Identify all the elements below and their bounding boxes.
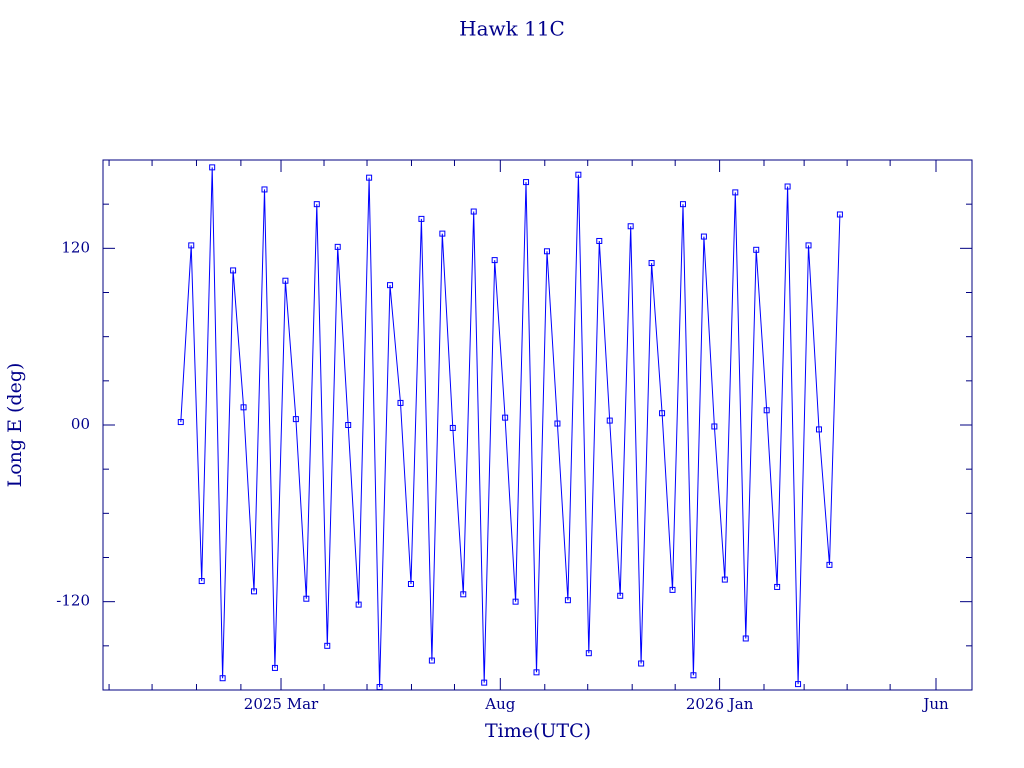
data-point [188,242,195,249]
data-point [439,230,446,237]
data-point [648,260,655,267]
y-tick-label: 120 [61,238,90,256]
data-point [209,164,216,171]
data-point [638,660,645,667]
data-point [303,595,310,602]
data-point [313,201,320,208]
data-point [596,237,603,244]
data-point [795,681,802,688]
data-point [679,201,686,208]
data-point [261,186,268,193]
data-point [815,426,822,433]
data-point [355,601,362,608]
data-point [251,588,258,595]
y-tick-label: -120 [56,592,90,610]
data-point [606,417,613,424]
data-point [659,410,666,417]
data-point [512,598,519,605]
data-point [198,578,205,585]
data-point [491,257,498,264]
data-point [428,657,435,664]
data-point [271,664,278,671]
x-axis-label: Time(UTC) [485,720,591,742]
y-tick-label: 00 [71,415,90,433]
data-point [774,583,781,590]
data-point [470,208,477,215]
data-point [721,576,728,583]
data-point [732,189,739,196]
data-point [543,248,550,255]
data-point [397,399,404,406]
data-point [700,233,707,240]
data-point [324,642,331,649]
data-point [805,242,812,249]
y-axis-label: Long E (deg) [4,363,26,488]
data-point [585,650,592,657]
data-point [533,669,540,676]
data-point [449,424,456,431]
x-tick-label: Jun [921,695,949,713]
x-tick-label: 2026 Jan [686,695,754,713]
data-point [460,591,467,598]
data-point [418,215,425,222]
data-point [564,597,571,604]
x-tick-label: Aug [484,695,515,713]
data-point [711,423,718,430]
data-line [180,167,841,688]
chart-title: Hawk 11C [459,17,565,41]
data-point [345,422,352,428]
data-point [481,679,488,686]
data-point [617,592,624,599]
data-point [502,414,509,421]
data-point [523,179,530,186]
data-point [742,635,749,642]
data-point [784,183,791,190]
data-point [575,171,582,178]
data-point [753,246,760,253]
data-point [387,282,394,289]
data-point [219,675,226,682]
data-point [240,404,247,411]
data-point [407,581,414,587]
data-point [554,420,561,427]
data-point [826,561,833,568]
data-point [763,407,770,414]
data-point [334,243,341,250]
data-point [282,277,289,284]
data-point [177,419,184,426]
data-point [366,174,373,181]
data-point [690,672,697,679]
data-point [836,211,843,218]
x-tick-label: 2025 Mar [244,695,319,713]
data-point [627,223,634,230]
data-point [292,416,299,423]
data-point [669,586,676,593]
data-point [230,267,237,274]
